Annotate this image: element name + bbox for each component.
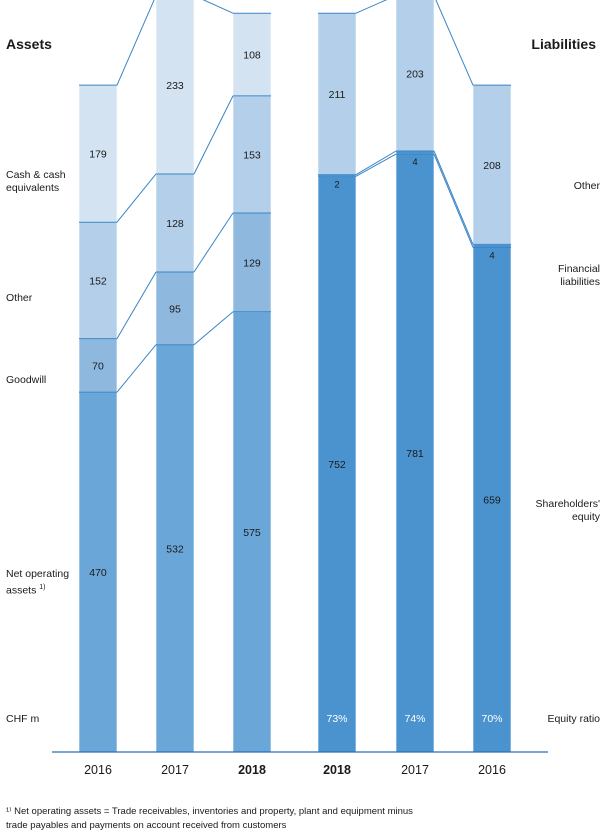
- liability-value-label: 659: [483, 495, 501, 507]
- label-other-liabilities: Other: [573, 180, 600, 192]
- asset-value-label: 129: [243, 257, 261, 269]
- label-equity-ratio: Equity ratio: [547, 713, 600, 725]
- equity-ratio-value: 74%: [404, 713, 425, 725]
- asset-value-label: 179: [89, 149, 107, 161]
- x-tick-label: 2018: [323, 763, 351, 777]
- equity-ratio-value: 70%: [481, 713, 502, 725]
- asset-value-label: 532: [166, 543, 184, 555]
- label-cash: Cash & cash equivalents: [6, 169, 66, 194]
- liability-value-label: 203: [406, 68, 424, 80]
- liability-connector-line: [433, 153, 474, 248]
- asset-connector-line: [116, 271, 157, 339]
- asset-bar-2018-0: [232, 311, 272, 753]
- asset-value-label: 575: [243, 527, 261, 539]
- liability-bar-2016-2: [472, 84, 512, 245]
- asset-connector-line: [193, 311, 234, 346]
- label-goodwill: Goodwill: [6, 374, 47, 386]
- footnote: ¹⁾ Net operating assets = Trade receivab…: [6, 806, 413, 831]
- financial-liability-value: 4: [412, 157, 417, 168]
- asset-value-label: 128: [166, 218, 184, 230]
- asset-connector-line: [202, 0, 234, 14]
- financial-liability-value: 2: [334, 179, 339, 190]
- financial-liability-value: 4: [489, 250, 494, 261]
- asset-connector-line: [116, 173, 157, 223]
- liability-value-label: 208: [483, 160, 501, 172]
- x-tick-label: 2017: [161, 763, 189, 777]
- asset-bar-2017-0: [155, 344, 195, 753]
- assets-heading: Assets: [6, 36, 52, 52]
- x-tick-label: 2016: [478, 763, 506, 777]
- liability-bar-2018-2: [317, 12, 357, 176]
- asset-value-label: 470: [89, 567, 107, 579]
- asset-value-label: 152: [89, 275, 107, 287]
- liability-bar-2016-0: [472, 247, 512, 753]
- liability-connector-line: [355, 150, 397, 176]
- liability-value-label: 752: [328, 459, 346, 471]
- asset-bar-2018-3: [232, 12, 272, 97]
- asset-connector-line: [193, 95, 234, 175]
- asset-bar-2017-1: [155, 271, 195, 346]
- asset-connector-line: [116, 344, 157, 393]
- asset-bar-2018-1: [232, 212, 272, 313]
- asset-bar-2016-0: [78, 391, 118, 753]
- asset-bar-2017-3: [155, 0, 195, 175]
- asset-value-label: 153: [243, 149, 261, 161]
- asset-bar-2016-1: [78, 338, 118, 393]
- liability-value-label: 781: [406, 448, 424, 460]
- label-net-operating-assets: Net operating assets 1): [6, 568, 70, 597]
- liability-connector-line: [433, 150, 474, 245]
- liability-connector-line: [355, 153, 397, 177]
- label-shareholders-equity: Shareholders' equity: [535, 498, 600, 523]
- asset-connector-line: [116, 0, 155, 86]
- liability-connector-line: [355, 0, 388, 14]
- liability-bar-2017-2: [395, 0, 435, 152]
- asset-value-label: 95: [169, 303, 181, 315]
- equity-ratio-value: 73%: [326, 713, 347, 725]
- asset-value-label: 108: [243, 50, 261, 62]
- asset-value-label: 233: [166, 80, 184, 92]
- asset-connector-line: [193, 212, 234, 273]
- label-other-assets: Other: [6, 292, 33, 304]
- liability-connector-line: [435, 0, 474, 86]
- label-unit: CHF m: [6, 713, 40, 725]
- asset-bar-2016-3: [78, 84, 118, 223]
- liability-value-label: 211: [329, 89, 346, 101]
- x-tick-label: 2016: [84, 763, 112, 777]
- asset-value-label: 70: [92, 360, 104, 372]
- liabilities-heading: Liabilities: [531, 36, 596, 52]
- x-tick-label: 2017: [401, 763, 429, 777]
- label-financial-liabilities: Financial liabilities: [557, 263, 600, 288]
- x-tick-label: 2018: [238, 763, 266, 777]
- liability-bar-2018-0: [317, 175, 357, 753]
